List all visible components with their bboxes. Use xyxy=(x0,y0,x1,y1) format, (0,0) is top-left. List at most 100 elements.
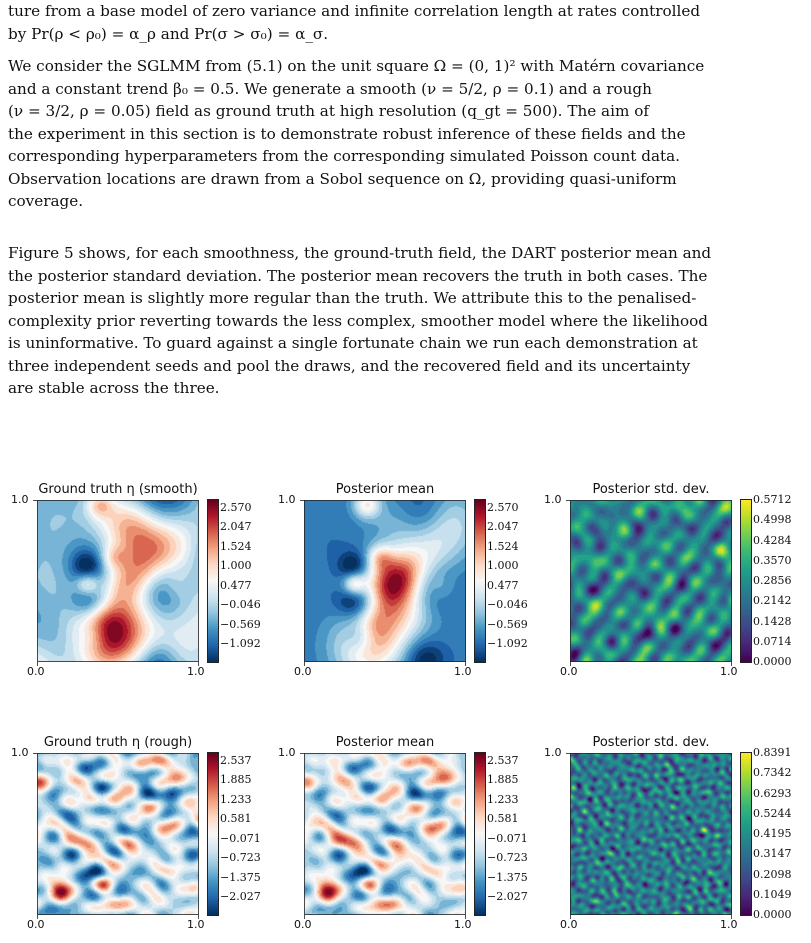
text-line: Observation locations are drawn from a S… xyxy=(8,169,677,188)
colorbar-label: 0.477 xyxy=(220,578,252,592)
text-line: posterior mean is slightly more regular … xyxy=(8,289,697,307)
axes-border xyxy=(37,500,199,662)
colorbar-label: 2.047 xyxy=(220,520,252,534)
x-tick-max: 1.0 xyxy=(454,665,472,678)
text-line: complexity prior reverting towards the l… xyxy=(8,311,709,330)
figure-5: 0.0 1.0 1.0 Ground truth η (smooth) 2.570 2.0… xyxy=(0,480,811,943)
colorbar-label: −0.569 xyxy=(220,617,261,631)
colorbar-label: 1.233 xyxy=(487,792,519,806)
colorbar-label: 0.2098 xyxy=(753,867,792,881)
colorbar-label: 1.524 xyxy=(220,539,252,553)
text-line: the experiment in this section is to dem… xyxy=(8,124,686,143)
field-heatmap xyxy=(37,500,199,662)
colorbar-label: 1.524 xyxy=(487,539,519,553)
colorbar xyxy=(207,499,219,663)
colorbar-label: 1.233 xyxy=(220,792,252,806)
colorbar-label: 0.8391 xyxy=(753,746,792,759)
x-tick-min: 0.0 xyxy=(294,918,312,931)
colorbar-label: −0.071 xyxy=(220,831,261,845)
colorbar-label: −2.027 xyxy=(220,890,261,903)
colorbar-label: 0.2856 xyxy=(753,574,792,587)
colorbar-label: 0.5712 xyxy=(753,493,792,506)
panel-title: Ground truth η (rough) xyxy=(43,735,193,750)
colorbar-label: 0.1428 xyxy=(753,614,792,628)
text-line: (ν = 3/2, ρ = 0.05) field as ground trut… xyxy=(8,102,649,120)
colorbar-label: 0.3570 xyxy=(753,553,792,567)
axes-border xyxy=(37,753,199,915)
colorbar-label: −1.092 xyxy=(220,637,261,650)
field-heatmap xyxy=(304,753,466,915)
colorbar-label: 0.6293 xyxy=(753,786,792,800)
text-line: three independent seeds and pool the dra… xyxy=(8,356,691,375)
colorbar-label: 0.581 xyxy=(487,812,519,826)
colorbar xyxy=(740,499,752,663)
axes-border xyxy=(304,500,466,662)
paragraph-3: Figure 5 shows, for each smoothness, the… xyxy=(8,242,804,400)
colorbar-label: −0.046 xyxy=(220,598,261,612)
axes-frame xyxy=(300,500,466,666)
x-tick-min: 0.0 xyxy=(560,918,578,931)
axes-border xyxy=(304,753,466,915)
field-heatmap xyxy=(37,753,199,915)
y-tick-max: 1.0 xyxy=(278,493,296,506)
colorbar-label: 0.4998 xyxy=(753,513,792,527)
colorbar-label: 0.2142 xyxy=(753,594,792,608)
panel-title: Ground truth η (smooth) xyxy=(38,482,198,497)
y-tick-max: 1.0 xyxy=(544,746,562,759)
colorbar-label: 0.7342 xyxy=(753,766,792,780)
colorbar-label: −1.375 xyxy=(487,870,528,884)
panel-title: Posterior std. dev. xyxy=(592,482,710,497)
colorbar-label: −0.723 xyxy=(487,851,528,865)
colorbar xyxy=(207,752,219,916)
x-tick-max: 1.0 xyxy=(720,918,738,931)
colorbar xyxy=(740,752,752,916)
text-line: is uninformative. To guard against a sin… xyxy=(8,334,698,352)
text-line: corresponding hyperparameters from the c… xyxy=(8,147,680,165)
x-tick-min: 0.0 xyxy=(27,665,45,678)
y-tick-max: 1.0 xyxy=(11,746,29,759)
axes-frame xyxy=(566,500,732,666)
colorbar xyxy=(474,752,486,916)
colorbar-label: −0.071 xyxy=(487,831,528,845)
axes-frame xyxy=(33,500,199,666)
y-tick-max: 1.0 xyxy=(544,493,562,506)
colorbar-label: −0.046 xyxy=(487,598,528,612)
colorbar-label: 0.3147 xyxy=(753,847,792,861)
axes-frame xyxy=(566,753,732,919)
colorbar-label: 1.000 xyxy=(487,559,519,573)
colorbar-label: 0.4284 xyxy=(753,533,792,547)
colorbar-label: 1.885 xyxy=(487,773,519,787)
colorbar-label: 0.581 xyxy=(220,812,252,826)
std-dev-heatmap xyxy=(570,753,732,915)
x-tick-min: 0.0 xyxy=(294,665,312,678)
colorbar-label: 0.477 xyxy=(487,578,519,592)
colorbar xyxy=(474,499,486,663)
colorbar-label: 1.885 xyxy=(220,773,252,787)
colorbar-label: 0.0714 xyxy=(753,634,792,648)
colorbar-label: 0.4195 xyxy=(753,827,792,840)
paragraph-1: ture from a base model of zero variance … xyxy=(8,0,804,45)
x-tick-min: 0.0 xyxy=(560,665,578,678)
axes-frame xyxy=(33,753,199,919)
colorbar-label: 2.570 xyxy=(220,501,252,514)
y-tick-max: 1.0 xyxy=(11,493,29,506)
x-tick-min: 0.0 xyxy=(27,918,45,931)
std-dev-heatmap xyxy=(570,500,732,662)
axes-border xyxy=(570,753,732,915)
colorbar-label: −0.569 xyxy=(487,617,528,631)
colorbar-label: 0.5244 xyxy=(753,806,792,820)
panel-title: Posterior mean xyxy=(335,735,435,750)
text-line: We consider the SGLMM from (5.1) on the … xyxy=(8,57,705,75)
colorbar-label: 2.047 xyxy=(487,520,519,534)
colorbar-label: 1.000 xyxy=(220,559,252,573)
colorbar-label: 0.1049 xyxy=(753,887,792,901)
panel-title: Posterior mean xyxy=(335,482,435,497)
colorbar-label: 2.537 xyxy=(487,754,519,767)
text-line: by Pr(ρ < ρ₀) = α_ρ and Pr(σ > σ₀) = α_σ… xyxy=(8,24,329,43)
field-heatmap xyxy=(304,500,466,662)
colorbar-label: −0.723 xyxy=(220,851,261,865)
colorbar-label: −2.027 xyxy=(487,890,528,903)
text-line: the posterior standard deviation. The po… xyxy=(8,266,708,285)
text-line: Figure 5 shows, for each smoothness, the… xyxy=(8,244,712,262)
axes-frame xyxy=(300,753,466,919)
